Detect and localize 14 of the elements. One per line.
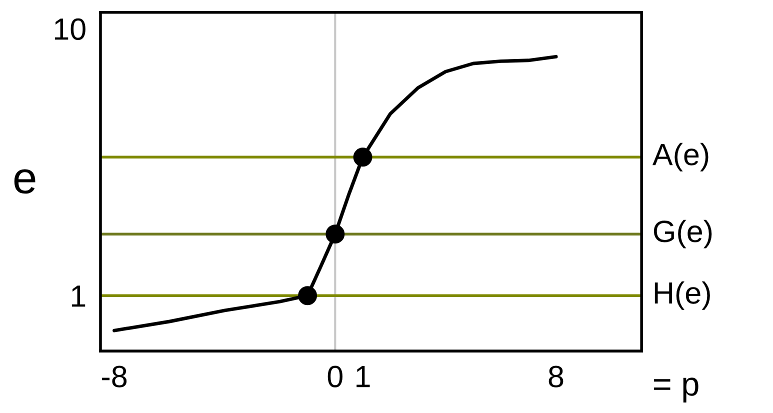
y-axis-title: e — [14, 169, 36, 194]
ref-line-label: G(e) — [654, 220, 712, 248]
point — [353, 148, 372, 167]
line-series — [112, 54, 558, 332]
point — [326, 224, 345, 244]
point — [298, 286, 318, 306]
x-tick-label: 0 — [328, 366, 342, 388]
x-axis-title: = p — [654, 378, 698, 402]
x-tick-label: -8 — [102, 366, 127, 388]
ref-line-label: H(e) — [654, 281, 710, 310]
x-tick-label: 1 — [356, 366, 370, 388]
y-tick-label: 10 — [54, 18, 86, 40]
x-tick-label: 8 — [548, 366, 564, 388]
ref-line-label: A(e) — [652, 142, 708, 172]
